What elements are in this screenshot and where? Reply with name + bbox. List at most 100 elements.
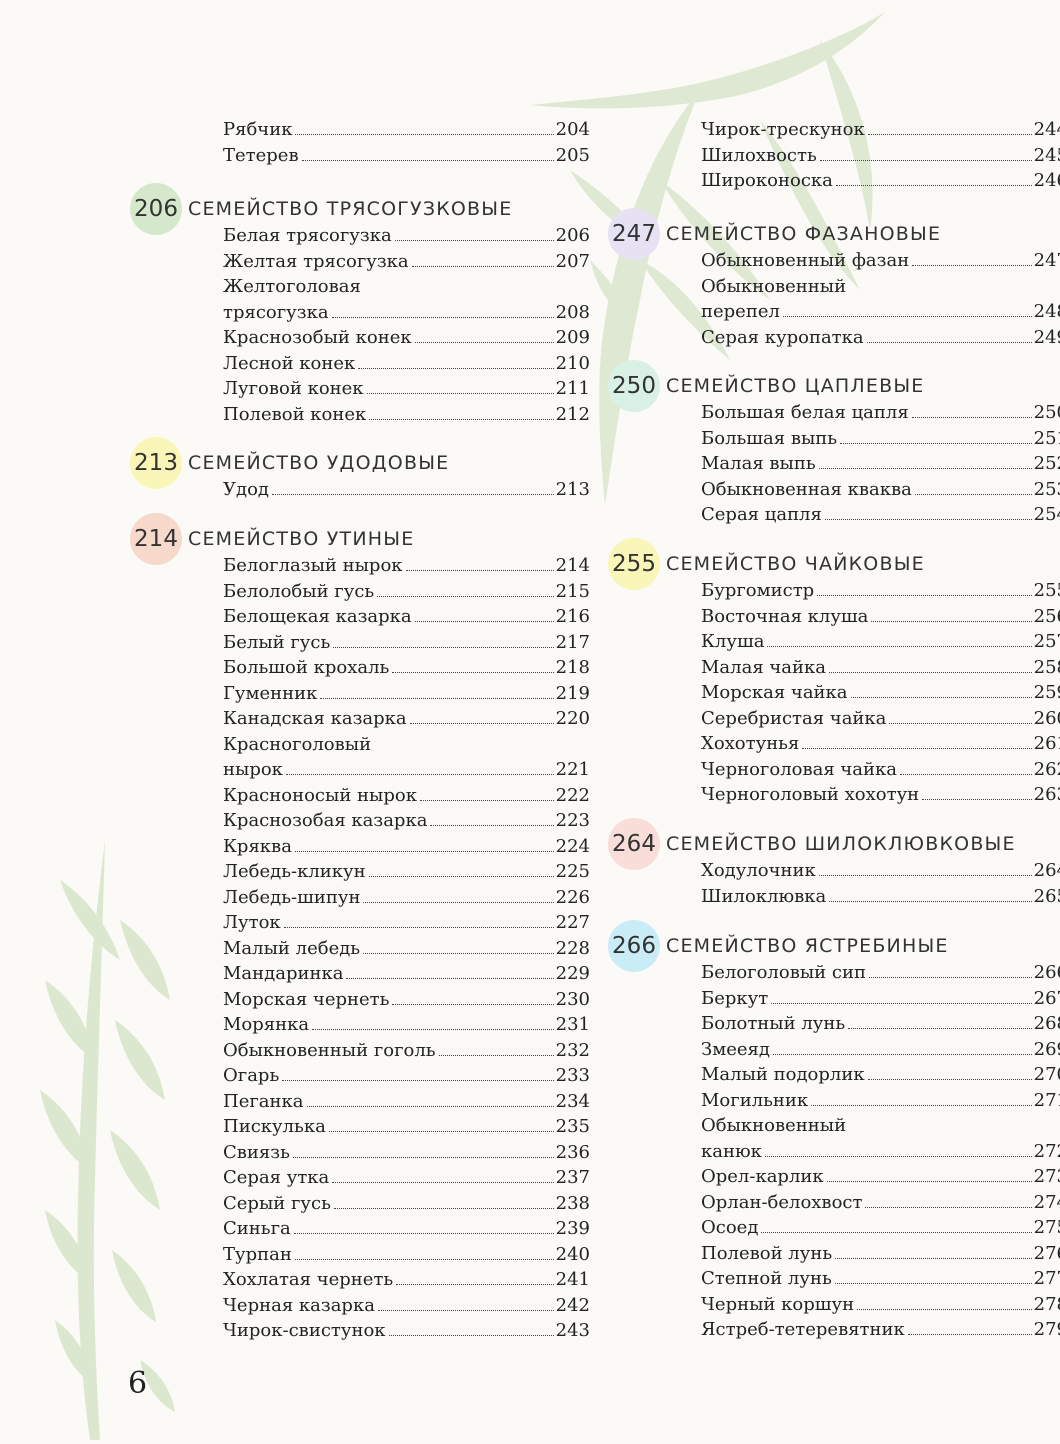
toc-entry[interactable]: Краснозобая казарка 223 [223, 808, 590, 834]
toc-entry[interactable]: трясогузка 208 [223, 300, 590, 326]
toc-entry[interactable]: Клуша 257 [701, 629, 1060, 655]
entry-page-number: 271 [1033, 1089, 1060, 1111]
toc-entry[interactable]: Белолобый гусь 215 [223, 579, 590, 605]
toc-entry[interactable]: Большая белая цапля 250 [701, 400, 1060, 426]
toc-entry[interactable]: Лебедь-кликун 225 [223, 859, 590, 885]
toc-entry[interactable]: Обыкновенная кваква 253 [701, 477, 1060, 503]
toc-entry[interactable]: Хохотунья 261 [701, 731, 1060, 757]
toc-entry[interactable]: Малый подорлик 270 [701, 1062, 1060, 1088]
toc-entry[interactable]: Канадская казарка 220 [223, 706, 590, 732]
toc-entry[interactable]: Тетерев 205 [223, 143, 590, 169]
toc-entry[interactable]: Чирок-трескунок 244 [701, 117, 1060, 143]
family-header[interactable]: 213 Семейство удодовые [130, 437, 590, 489]
toc-entry[interactable]: перепел 248 [701, 299, 1060, 325]
entry-page-number: 228 [555, 937, 590, 959]
toc-entry[interactable]: Обыкновенный гоголь 232 [223, 1038, 590, 1064]
toc-entry[interactable]: Черная казарка 242 [223, 1293, 590, 1319]
toc-entry[interactable]: Широконоска 246 [701, 168, 1060, 194]
entry-list: Белоглазый нырок 214 Белолобый гусь 215 Бело… [130, 553, 590, 1344]
family-header[interactable]: 214 Семейство утиные [130, 513, 590, 565]
entry-page-number: 210 [555, 352, 590, 374]
toc-entry[interactable]: Серая цапля 254 [701, 502, 1060, 528]
toc-entry[interactable]: Турпан 240 [223, 1242, 590, 1268]
toc-entry[interactable]: Большой крохаль 218 [223, 655, 590, 681]
toc-entry[interactable]: Пискулька 235 [223, 1114, 590, 1140]
family-header[interactable]: 266 Семейство ястребиные [608, 920, 1060, 972]
toc-entry[interactable]: Белоголовый сип 266 [701, 960, 1060, 986]
toc-entry[interactable]: Восточная клуша 256 [701, 604, 1060, 630]
family-header[interactable]: 255 Семейство чайковые [608, 538, 1060, 590]
toc-entry[interactable]: Свиязь 236 [223, 1140, 590, 1166]
entry-list: Бургомистр 255 Восточная клуша 256 Клуша 257 М… [608, 578, 1060, 808]
toc-entry[interactable]: Черноголовая чайка 262 [701, 757, 1060, 783]
toc-entry[interactable]: Синьга 239 [223, 1216, 590, 1242]
toc-entry[interactable]: Луток 227 [223, 910, 590, 936]
toc-entry[interactable]: Ходулочник 264 [701, 858, 1060, 884]
toc-entry[interactable]: Краснозобый конек 209 [223, 325, 590, 351]
toc-entry[interactable]: Беркут 267 [701, 986, 1060, 1012]
toc-entry[interactable]: Огарь 233 [223, 1063, 590, 1089]
toc-entry[interactable]: Черный коршун 278 [701, 1292, 1060, 1318]
toc-entry[interactable]: Обыкновенный фазан 247 [701, 248, 1060, 274]
toc-entry[interactable]: Черноголовый хохотун 263 [701, 782, 1060, 808]
dot-leader [282, 1080, 554, 1081]
toc-entry[interactable]: Луговой конек 211 [223, 376, 590, 402]
toc-entry[interactable]: Орлан-белохвост 274 [701, 1190, 1060, 1216]
toc-entry[interactable]: Малый лебедь 228 [223, 936, 590, 962]
entry-page-number: 216 [555, 606, 590, 627]
toc-entry[interactable]: Малая выпь 252 [701, 451, 1060, 477]
family-header[interactable]: 247 Семейство фазановые [608, 208, 1060, 260]
toc-entry[interactable]: Серебристая чайка 260 [701, 706, 1060, 732]
toc-entry[interactable]: Гуменник 219 [223, 681, 590, 707]
toc-entry[interactable]: Удод 213 [223, 477, 590, 503]
toc-entry[interactable]: Большая выпь 251 [701, 426, 1060, 452]
toc-entry[interactable]: Морская чайка 259 [701, 680, 1060, 706]
toc-entry[interactable]: Белощекая казарка 216 [223, 604, 590, 630]
family-section: 250 Семейство цаплевые Большая белая цапля… [608, 360, 1060, 528]
toc-entry[interactable]: Шилохвость 245 [701, 143, 1060, 169]
dot-leader [301, 159, 554, 161]
toc-entry[interactable]: Лесной конек 210 [223, 351, 590, 377]
toc-entry[interactable]: Серая куропатка 249 [701, 325, 1060, 351]
toc-entry[interactable]: Бургомистр 255 [701, 578, 1060, 604]
entry-name: Малый подорлик [701, 1064, 865, 1085]
toc-entry[interactable]: Желтая трясогузка 207 [223, 249, 590, 275]
entry-name: Гуменник [223, 682, 318, 704]
toc-entry[interactable]: Белоглазый нырок 214 [223, 553, 590, 579]
toc-entry[interactable]: Серая утка 237 [223, 1165, 590, 1191]
entry-page-number: 263 [1033, 784, 1060, 805]
toc-entry[interactable]: Ястреб-тетеревятник 279 [701, 1317, 1060, 1343]
family-header[interactable]: 264 Семейство шилоклювковые [608, 818, 1060, 870]
family-header[interactable]: 250 Семейство цаплевые [608, 360, 1060, 412]
toc-entry[interactable]: Шилоклювка 265 [701, 884, 1060, 910]
dot-leader [414, 342, 554, 343]
toc-entry[interactable]: Красноносый нырок 222 [223, 783, 590, 809]
dot-leader [396, 1284, 554, 1285]
toc-entry[interactable]: Рябчик 204 [223, 117, 590, 143]
toc-entry[interactable]: Морянка 231 [223, 1012, 590, 1038]
toc-entry[interactable]: Малая чайка 258 [701, 655, 1060, 681]
toc-entry[interactable]: Болотный лунь 268 [701, 1011, 1060, 1037]
toc-entry[interactable]: Морская чернеть 230 [223, 987, 590, 1013]
toc-entry[interactable]: Могильник 271 [701, 1088, 1060, 1114]
toc-entry[interactable]: Осоед 275 [701, 1215, 1060, 1241]
toc-entry[interactable]: Лебедь-шипун 226 [223, 885, 590, 911]
toc-entry[interactable]: Степной лунь 277 [701, 1266, 1060, 1292]
toc-entry[interactable]: Серый гусь 238 [223, 1191, 590, 1217]
toc-entry[interactable]: Белая трясогузка 206 [223, 223, 590, 249]
toc-entry[interactable]: Полевой лунь 276 [701, 1241, 1060, 1267]
toc-entry[interactable]: Чирок-свистунок 243 [223, 1318, 590, 1344]
entry-name: Орел-карлик [701, 1166, 824, 1187]
toc-entry[interactable]: Орел-карлик 273 [701, 1164, 1060, 1190]
toc-entry[interactable]: Полевой конек 212 [223, 402, 590, 428]
family-title: Семейство шилоклювковые [666, 833, 1016, 855]
family-header[interactable]: 206 Семейство трясогузковые [130, 183, 590, 235]
toc-entry[interactable]: Мандаринка 229 [223, 961, 590, 987]
toc-entry[interactable]: канюк 272 [701, 1139, 1060, 1165]
toc-entry[interactable]: Хохлатая чернеть 241 [223, 1267, 590, 1293]
toc-entry[interactable]: Пеганка 234 [223, 1089, 590, 1115]
toc-entry[interactable]: Змееяд 269 [701, 1037, 1060, 1063]
toc-entry[interactable]: Белый гусь 217 [223, 630, 590, 656]
toc-entry[interactable]: нырок 221 [223, 757, 590, 783]
toc-entry[interactable]: Кряква 224 [223, 834, 590, 860]
